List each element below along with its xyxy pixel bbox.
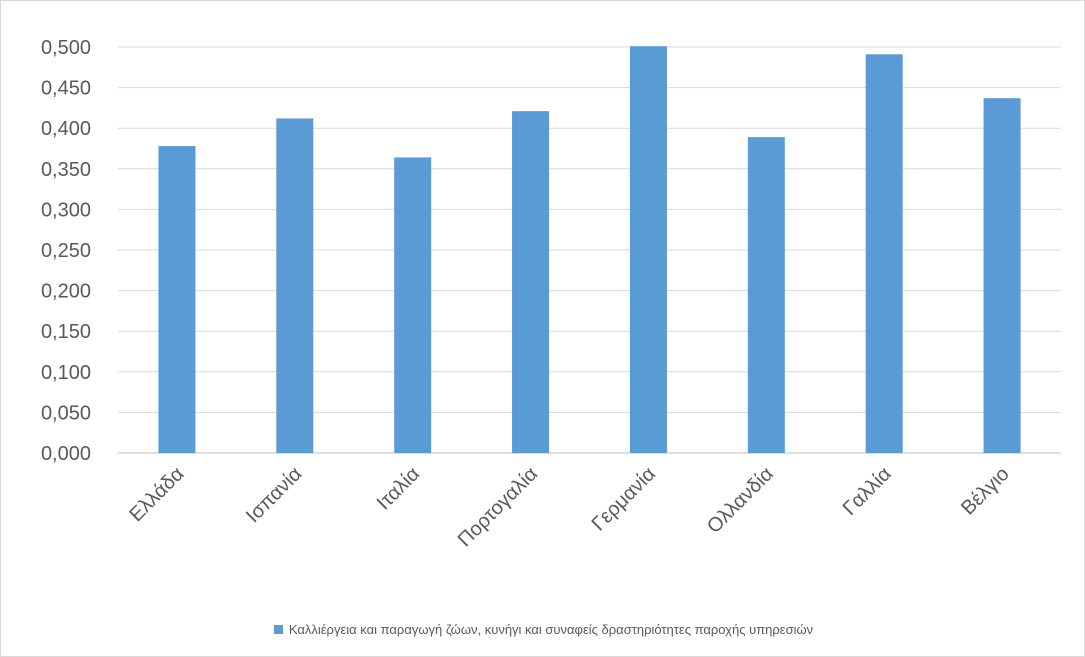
bars bbox=[158, 46, 1021, 454]
x-axis-categories: Ελλάδα Ισπανία Ιταλία Πορτογαλία Γερμανία Ολλ… bbox=[125, 463, 1013, 551]
y-tick-label: 0,500 bbox=[41, 37, 91, 59]
y-tick-label: 0,000 bbox=[41, 443, 91, 465]
y-tick-label: 0,300 bbox=[41, 199, 91, 221]
x-category-label: Ιταλία bbox=[373, 463, 424, 514]
x-category-label: Γαλλία bbox=[839, 463, 896, 520]
bar-chart: 0,000 0,050 0,100 0,150 0,200 0,250 0,300 0,350… bbox=[41, 37, 1061, 551]
bar bbox=[394, 157, 432, 453]
y-axis-ticks: 0,000 0,050 0,100 0,150 0,200 0,250 0,300 0,350… bbox=[41, 37, 91, 465]
bar bbox=[983, 98, 1021, 453]
y-tick-label: 0,150 bbox=[41, 321, 91, 343]
y-tick-label: 0,250 bbox=[41, 240, 91, 262]
bar bbox=[865, 54, 903, 454]
x-category-label: Ολλανδία bbox=[703, 463, 778, 538]
gridlines bbox=[118, 46, 1061, 454]
y-tick-label: 0,450 bbox=[41, 78, 91, 100]
bar bbox=[158, 146, 196, 453]
bar bbox=[629, 46, 667, 454]
bar bbox=[276, 118, 314, 454]
bar bbox=[747, 137, 785, 453]
legend: Καλλιέργεια και παραγωγή ζώων, κυνήγι κα… bbox=[1, 619, 1085, 639]
bar bbox=[512, 111, 550, 453]
legend-swatch bbox=[273, 624, 283, 634]
x-category-label: Πορτογαλία bbox=[454, 463, 542, 551]
x-category-label: Γερμανία bbox=[588, 463, 660, 535]
x-category-label: Ισπανία bbox=[242, 463, 306, 527]
y-tick-label: 0,050 bbox=[41, 402, 91, 424]
y-tick-label: 0,100 bbox=[41, 362, 91, 384]
y-tick-label: 0,400 bbox=[41, 118, 91, 140]
y-tick-label: 0,200 bbox=[41, 281, 91, 303]
x-category-label: Βέλγιο bbox=[957, 463, 1013, 519]
x-category-label: Ελλάδα bbox=[125, 463, 188, 526]
legend-label: Καλλιέργεια και παραγωγή ζώων, κυνήγι κα… bbox=[288, 621, 814, 637]
y-tick-label: 0,350 bbox=[41, 159, 91, 181]
